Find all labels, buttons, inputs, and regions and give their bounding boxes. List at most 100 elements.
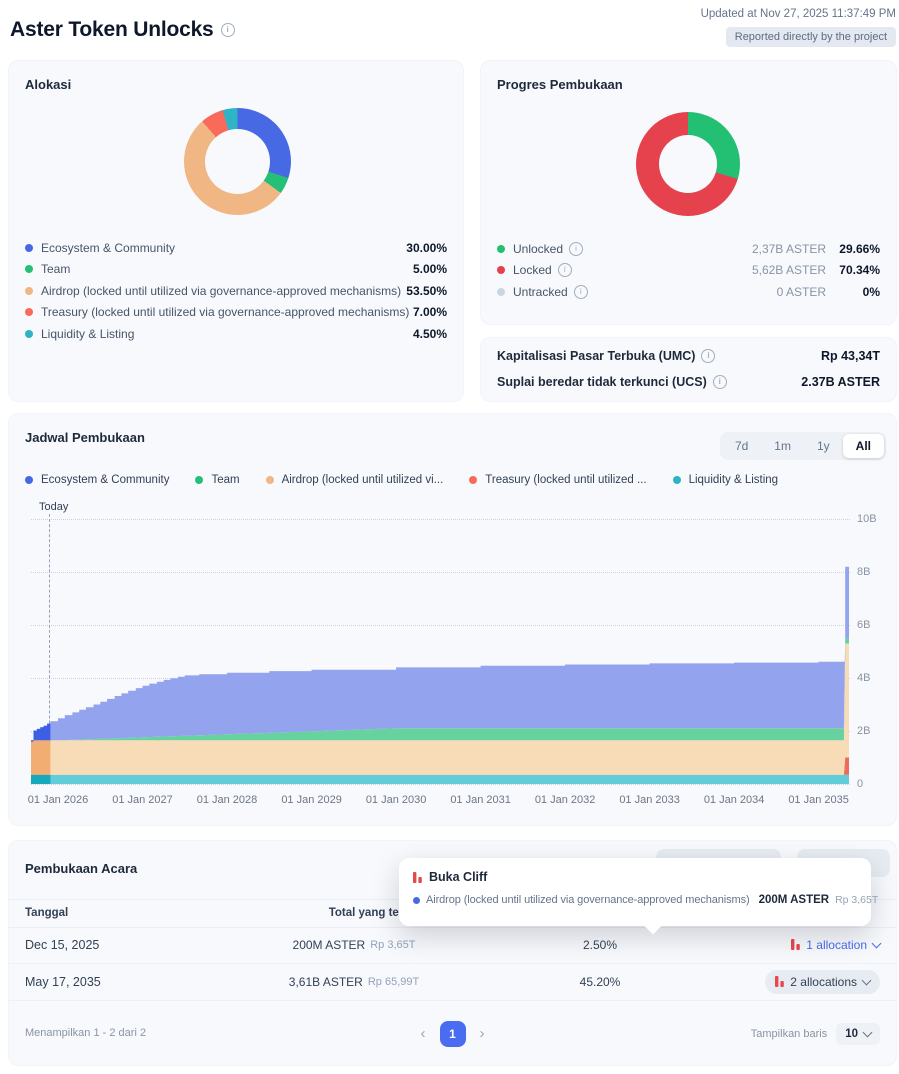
today-line (49, 514, 50, 784)
x-axis-tick: 01 Jan 2033 (619, 794, 680, 806)
rows-per-page-value: 10 (845, 1028, 858, 1040)
tooltip-value: Rp 3,65T (835, 894, 879, 906)
legend-color-dot (25, 308, 33, 317)
y-axis-tick: 4B (857, 672, 871, 684)
allocations-count: 2 allocations (790, 974, 857, 989)
metrics-card: Kapitalisasi Pasar Terbuka (UMC) Rp 43,3… (480, 337, 897, 402)
page-title-text: Aster Token Unlocks (10, 18, 214, 41)
cliff-unlock-icon (775, 976, 785, 987)
info-icon[interactable] (712, 375, 727, 389)
metric-row-umc: Kapitalisasi Pasar Terbuka (UMC) Rp 43,3… (481, 344, 896, 368)
page-1-button[interactable]: 1 (439, 1021, 466, 1047)
range-option-All[interactable]: All (842, 434, 884, 458)
info-icon[interactable] (557, 263, 572, 278)
progress-card: Progres Pembukaan Unlocked 2,37B ASTER 29.… (480, 60, 897, 325)
info-icon[interactable] (569, 241, 584, 256)
allocations-count: 1 allocation (806, 937, 867, 952)
progress-donut-chart[interactable] (636, 112, 740, 216)
progress-legend-label: Untracked (513, 284, 588, 299)
allocations-dropdown[interactable]: 2 allocations (765, 969, 880, 994)
schedule-legend-item: Liquidity & Listing (672, 474, 778, 486)
info-icon[interactable] (220, 23, 235, 37)
allocation-legend-percent: 30.00% (406, 240, 447, 255)
rows-per-page-label: Tampilkan baris (750, 1028, 828, 1040)
y-axis-tick: 8B (857, 566, 871, 578)
legend-color-dot (672, 476, 681, 484)
progress-title: Progres Pembukaan (497, 77, 623, 92)
allocation-legend-row: Treasury (locked until utilized via gove… (25, 302, 447, 324)
gridline (31, 625, 850, 626)
next-page-button[interactable]: › (479, 1025, 485, 1042)
cliff-unlock-icon (791, 939, 801, 950)
event-allocations-cell: 1 allocation (791, 926, 882, 963)
legend-color-dot (25, 476, 33, 484)
column-header-date[interactable]: Tanggal (25, 907, 69, 919)
tooltip-entry: Airdrop (locked until utilized via gover… (413, 894, 878, 906)
area-layer-5 (31, 566, 849, 742)
legend-color-dot (25, 243, 33, 252)
progress-legend-label: Unlocked (513, 241, 584, 256)
event-row: May 17, 2035 3,61B ASTER Rp 65,99T 45.20% 2 … (9, 963, 896, 1001)
allocation-color-dot (413, 896, 420, 904)
prev-page-button[interactable]: ‹ (420, 1025, 426, 1042)
event-date-cell: Dec 15, 2025 (25, 937, 100, 952)
range-toggle: 7d 1m 1y All (719, 432, 886, 460)
y-axis-tick: 2B (857, 725, 871, 737)
legend-color-dot (25, 329, 33, 338)
legend-color-dot (497, 244, 505, 253)
legend-color-dot (265, 476, 274, 484)
info-icon[interactable] (573, 284, 588, 299)
allocation-legend-row: Team 5.00% (25, 259, 447, 281)
event-percent-cell: 45.20% (579, 974, 621, 989)
allocation-legend-row: Ecosystem & Community 30.00% (25, 237, 447, 259)
legend-color-dot (497, 287, 505, 296)
unlock-schedule-area-chart[interactable] (31, 519, 849, 784)
range-option-1m[interactable]: 1m (774, 439, 791, 453)
x-axis-tick: 01 Jan 2027 (112, 794, 173, 806)
rows-per-page-select[interactable]: 10 (836, 1023, 880, 1045)
allocation-donut-hole (205, 129, 270, 194)
progress-legend-row: Unlocked 2,37B ASTER 29.66% (497, 238, 880, 260)
allocations-dropdown[interactable]: 1 allocation (791, 937, 882, 952)
chevron-down-icon (861, 975, 872, 985)
area-layer-1 (31, 774, 51, 784)
allocation-legend-row: Airdrop (locked until utilized via gover… (25, 280, 447, 302)
progress-amount: 2,37B ASTER (751, 241, 826, 256)
x-axis-tick: 01 Jan 2030 (365, 794, 427, 806)
x-axis-tick: 01 Jan 2032 (534, 794, 596, 806)
range-option-7d[interactable]: 7d (734, 439, 749, 453)
tooltip-allocation-label: Airdrop (locked until utilized via gover… (426, 894, 750, 906)
column-header-total[interactable]: Total yang ter (328, 907, 404, 919)
event-total-cell: 3,61B ASTER Rp 65,99T (289, 963, 419, 1000)
legend-color-dot (25, 286, 33, 295)
chevron-down-icon (862, 1027, 873, 1038)
schedule-card: Jadwal Pembukaan 7d 1m 1y All Ecosystem & C… (8, 413, 897, 826)
allocation-legend-label: Liquidity & Listing (41, 326, 135, 341)
schedule-legend: Ecosystem & Community Team Airdrop (locked… (25, 474, 778, 486)
unlock-tooltip: Buka Cliff Airdrop (locked until utilize… (399, 858, 878, 926)
pagination: ‹ 1 › (421, 1021, 485, 1047)
progress-donut-hole (659, 135, 717, 193)
progress-legend-row: Locked 5,62B ASTER 70.34% (497, 260, 880, 282)
allocation-legend-percent: 53.50% (406, 283, 447, 298)
metric-label: Suplai beredar tidak terkunci (UCS) (497, 375, 727, 389)
allocation-legend-label: Treasury (locked until utilized via gove… (41, 305, 410, 320)
event-amount: 200M ASTER (292, 937, 366, 952)
allocation-legend-percent: 7.00% (412, 305, 447, 320)
x-axis-tick: 01 Jan 2035 (788, 794, 849, 806)
gridline (31, 572, 850, 573)
chevron-down-icon (871, 938, 882, 948)
x-axis-tick: 01 Jan 2026 (27, 794, 89, 806)
area-layer-4 (31, 638, 849, 741)
progress-percent: 0% (862, 284, 880, 299)
x-axis-tick: 01 Jan 2028 (196, 794, 258, 806)
event-fiat-value: Rp 65,99T (367, 975, 420, 988)
schedule-legend-item: Team (195, 474, 240, 486)
schedule-legend-label: Airdrop (locked until utilized vi... (281, 474, 444, 486)
allocation-donut-chart[interactable] (184, 108, 291, 215)
event-percent-cell: 2.50% (582, 937, 618, 952)
info-icon[interactable] (701, 349, 716, 363)
schedule-legend-label: Team (211, 474, 240, 486)
range-option-1y[interactable]: 1y (816, 439, 830, 453)
